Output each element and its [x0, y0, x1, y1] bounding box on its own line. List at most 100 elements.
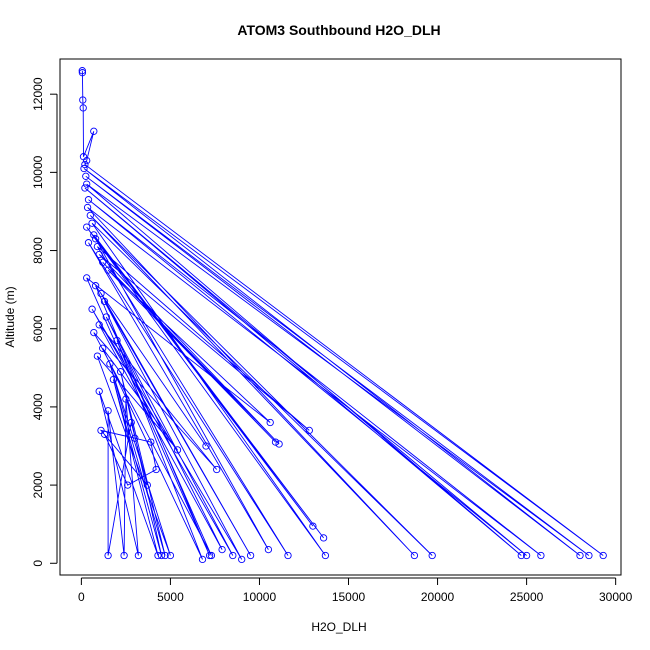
- data-point: [218, 545, 226, 554]
- data-point: [82, 172, 90, 180]
- data-point: [99, 344, 107, 352]
- data-point: [90, 231, 98, 239]
- data-point: [90, 127, 98, 135]
- data-point: [93, 352, 102, 360]
- data-point: [122, 395, 130, 403]
- data-point: [83, 274, 91, 282]
- y-tick-label: 6000: [31, 315, 45, 342]
- data-point: [152, 465, 160, 474]
- data-point: [91, 235, 100, 243]
- data-point: [522, 551, 531, 560]
- x-tick-label: 25000: [510, 590, 544, 604]
- data-point: [517, 551, 525, 560]
- y-tick-label: 8000: [31, 237, 45, 264]
- data-point: [157, 551, 166, 560]
- series-group: [78, 67, 607, 564]
- data-point: [147, 438, 155, 446]
- data-point: [104, 407, 112, 415]
- chart-title: ATOM3 Southbound H2O_DLH: [237, 22, 440, 38]
- data-point: [127, 418, 135, 427]
- x-tick-label: 0: [78, 590, 85, 604]
- y-tick-label: 0: [31, 560, 45, 567]
- data-point: [78, 67, 86, 75]
- data-point: [106, 360, 114, 368]
- data-point: [88, 305, 96, 313]
- y-tick-label: 12000: [31, 77, 45, 111]
- data-point: [83, 180, 91, 188]
- data-point: [99, 258, 107, 266]
- data-point: [246, 551, 255, 560]
- data-point: [95, 387, 103, 395]
- data-point: [124, 481, 132, 489]
- data-point: [95, 250, 103, 259]
- data-point: [80, 164, 88, 173]
- data-point: [84, 239, 93, 247]
- data-point: [84, 196, 93, 204]
- data-point: [102, 313, 110, 321]
- data-point: [81, 160, 89, 169]
- data-point: [143, 481, 151, 489]
- data-point: [207, 551, 216, 560]
- data-point: [202, 442, 210, 450]
- data-point: [86, 211, 94, 220]
- data-point: [173, 446, 182, 454]
- y-tick-label: 10000: [31, 155, 45, 189]
- data-point: [100, 297, 109, 306]
- data-point: [104, 266, 112, 274]
- data-point: [275, 440, 283, 448]
- data-point: [100, 430, 109, 438]
- y-axis: 0 2000 4000 6000 8000 10000 12000: [31, 77, 58, 567]
- x-tick-label: 10000: [243, 590, 277, 604]
- x-tick-label: 5000: [157, 590, 184, 604]
- data-point: [229, 551, 237, 560]
- series-line: [81, 70, 604, 560]
- data-point: [91, 282, 100, 290]
- data-point: [104, 551, 112, 560]
- data-point: [113, 336, 121, 345]
- data-point: [79, 104, 87, 112]
- data-point: [166, 551, 175, 560]
- y-tick-label: 4000: [31, 393, 45, 420]
- data-point: [537, 551, 545, 560]
- y-tick-label: 2000: [31, 471, 45, 498]
- data-point: [109, 375, 118, 384]
- data-point: [305, 426, 313, 435]
- data-point: [83, 203, 92, 212]
- data-point: [131, 434, 139, 442]
- x-axis-label: H2O_DLH: [311, 620, 366, 634]
- data-point: [134, 551, 143, 560]
- x-axis: 0 5000 10000 15000 20000 25000 30000: [78, 577, 633, 604]
- data-point: [271, 438, 280, 446]
- data-point: [198, 555, 207, 564]
- data-point: [95, 321, 103, 329]
- data-point: [264, 545, 273, 554]
- data-point: [585, 551, 593, 560]
- data-point: [90, 328, 98, 337]
- data-point: [410, 551, 419, 560]
- plot-frame: [59, 58, 622, 576]
- data-point: [599, 551, 607, 560]
- x-tick-label: 20000: [421, 590, 455, 604]
- data-point: [79, 96, 87, 104]
- data-point: [576, 551, 584, 560]
- data-point: [78, 69, 87, 77]
- data-point: [97, 289, 105, 298]
- data-point: [81, 184, 89, 192]
- data-point: [161, 551, 169, 560]
- x-tick-label: 15000: [332, 590, 366, 604]
- data-point: [116, 368, 125, 376]
- data-point: [321, 551, 330, 560]
- data-point: [83, 156, 91, 165]
- data-point: [120, 551, 128, 560]
- x-tick-label: 30000: [599, 590, 633, 604]
- data-point: [88, 219, 96, 227]
- data-point: [284, 551, 292, 560]
- data-point: [205, 551, 214, 560]
- y-axis-label: Altitude (m): [3, 286, 17, 347]
- data-point: [213, 465, 221, 474]
- data-point: [266, 418, 274, 427]
- data-point: [83, 223, 91, 231]
- data-point: [309, 522, 317, 530]
- data-point: [154, 551, 162, 560]
